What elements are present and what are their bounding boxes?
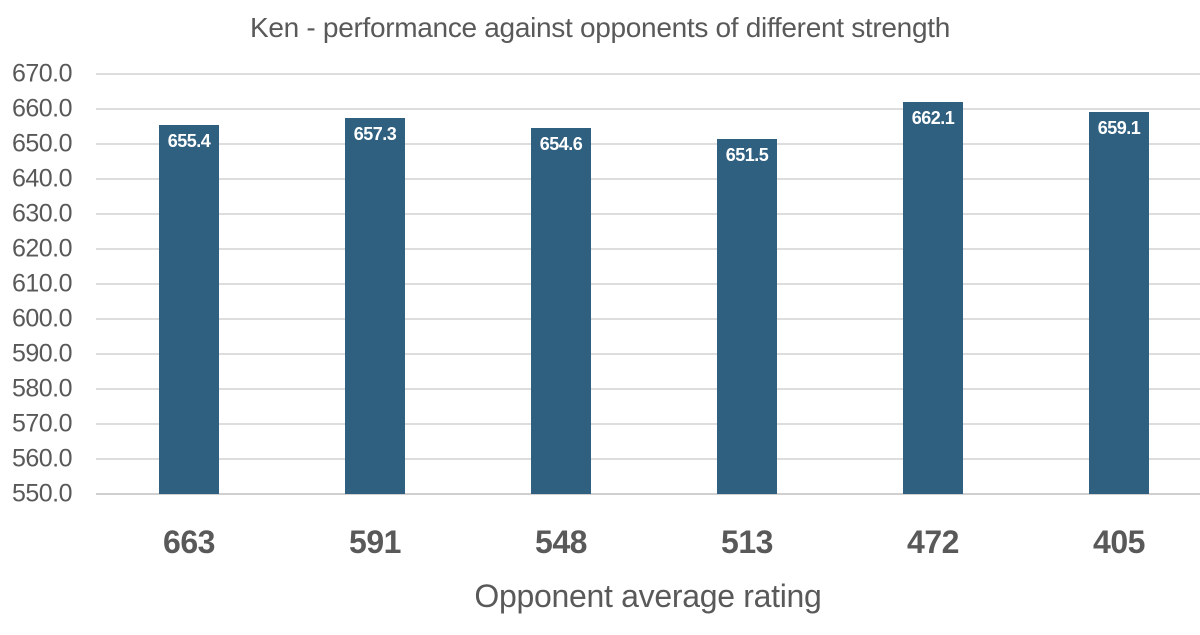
x-tick-label: 548 xyxy=(535,524,587,560)
y-tick-label: 580.0 xyxy=(11,374,73,403)
x-tick-label: 663 xyxy=(163,524,215,560)
y-tick-label: 560.0 xyxy=(11,444,73,473)
gridline xyxy=(96,318,1200,320)
y-tick-label: 590.0 xyxy=(11,339,73,368)
y-tick-label: 610.0 xyxy=(11,269,73,298)
gridline xyxy=(96,283,1200,285)
bar: 662.1 xyxy=(903,101,963,494)
chart-title: Ken - performance against opponents of d… xyxy=(250,12,950,43)
gridline xyxy=(96,213,1200,215)
x-axis-title: Opponent average rating xyxy=(474,578,822,614)
x-tick-label: 472 xyxy=(907,524,959,560)
gridline xyxy=(96,458,1200,460)
y-tick-label: 630.0 xyxy=(11,199,73,228)
y-tick-label: 640.0 xyxy=(11,164,73,193)
y-tick-label: 670.0 xyxy=(11,59,73,88)
gridline xyxy=(96,388,1200,390)
bar: 654.6 xyxy=(531,127,591,494)
x-tick-label: 405 xyxy=(1093,524,1145,560)
y-tick-label: 600.0 xyxy=(11,304,73,333)
y-tick-label: 620.0 xyxy=(11,234,73,263)
gridline xyxy=(96,108,1200,110)
y-tick-label: 660.0 xyxy=(11,94,73,123)
gridline xyxy=(96,73,1200,75)
gridline xyxy=(96,353,1200,355)
bar: 655.4 xyxy=(159,125,219,494)
bar: 657.3 xyxy=(345,118,405,494)
bar-value-label: 651.5 xyxy=(725,144,769,165)
gridline xyxy=(96,423,1200,425)
y-tick-label: 570.0 xyxy=(11,409,73,438)
x-tick-label: 591 xyxy=(349,524,401,560)
gridline xyxy=(96,143,1200,145)
gridline xyxy=(96,178,1200,180)
x-axis-line xyxy=(96,493,1200,495)
bar-value-label: 655.4 xyxy=(167,131,211,152)
x-tick-label: 513 xyxy=(721,524,773,560)
bar: 651.5 xyxy=(717,138,777,494)
y-tick-label: 550.0 xyxy=(11,479,73,508)
bar-value-label: 659.1 xyxy=(1097,118,1141,139)
bar-value-label: 654.6 xyxy=(539,133,583,154)
gridline xyxy=(96,248,1200,250)
bar: 659.1 xyxy=(1089,112,1149,494)
bar-value-label: 662.1 xyxy=(911,107,955,128)
y-tick-label: 650.0 xyxy=(11,129,73,158)
bar-value-label: 657.3 xyxy=(353,124,397,145)
